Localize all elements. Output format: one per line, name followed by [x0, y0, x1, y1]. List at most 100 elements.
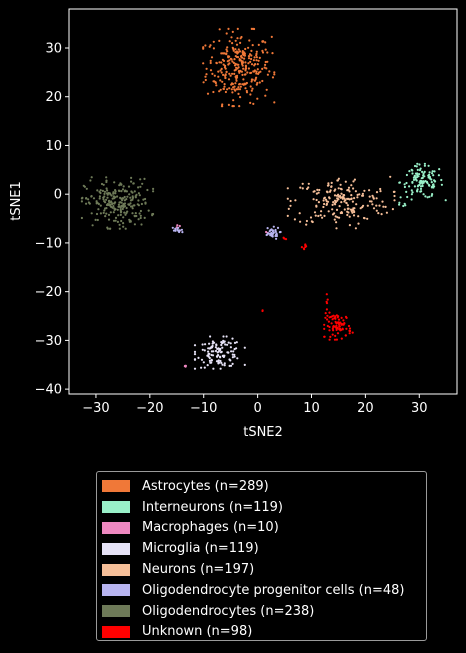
x-tick-label: 20	[357, 401, 374, 416]
y-tick-label: 30	[45, 41, 62, 56]
data-point	[444, 199, 447, 202]
data-point	[222, 354, 225, 357]
y-tick-label: −20	[35, 285, 62, 300]
data-point	[244, 67, 248, 70]
x-tick-label: −30	[82, 401, 109, 416]
data-point	[233, 355, 236, 358]
data-point	[202, 46, 205, 49]
data-point	[119, 206, 122, 209]
data-point	[253, 27, 256, 31]
data-point	[420, 177, 423, 180]
scatter-points	[80, 27, 447, 370]
data-point	[432, 174, 435, 177]
data-point	[109, 227, 112, 230]
data-point	[133, 223, 136, 226]
data-point	[214, 346, 217, 349]
data-point	[247, 55, 251, 58]
data-point	[212, 47, 215, 50]
data-point	[184, 364, 187, 367]
data-point	[339, 187, 342, 190]
data-point	[219, 69, 222, 72]
data-point	[227, 341, 230, 344]
data-point	[123, 211, 126, 214]
data-point	[255, 70, 258, 73]
data-point	[274, 230, 277, 233]
x-tick-label: −10	[190, 401, 217, 416]
series-5-points	[171, 225, 282, 240]
data-point	[238, 50, 242, 53]
data-point	[112, 219, 116, 222]
data-point	[208, 342, 211, 345]
data-point	[335, 326, 338, 329]
data-point	[130, 176, 133, 179]
data-point	[227, 63, 230, 66]
data-point	[103, 190, 107, 193]
data-point	[361, 194, 365, 197]
data-point	[338, 205, 341, 208]
data-point	[98, 197, 101, 200]
data-point	[206, 364, 209, 367]
data-point	[113, 207, 116, 210]
legend-swatch	[102, 563, 130, 576]
data-point	[403, 185, 406, 189]
data-point	[247, 67, 250, 70]
data-point	[205, 73, 208, 76]
data-point	[237, 48, 240, 51]
data-point	[197, 356, 200, 359]
data-point	[255, 76, 258, 79]
data-point	[427, 183, 431, 187]
data-point	[224, 74, 227, 77]
data-point	[293, 218, 296, 221]
data-point	[204, 78, 207, 82]
data-point	[116, 208, 119, 211]
data-point	[286, 214, 289, 217]
data-point	[408, 170, 411, 173]
data-point	[226, 60, 229, 63]
x-axis-ticks: −30 −20 −10 0 10 20 30	[82, 394, 428, 416]
data-point	[181, 231, 184, 234]
data-point	[131, 198, 134, 201]
data-point	[331, 333, 334, 336]
data-point	[221, 363, 224, 366]
data-point	[107, 191, 110, 195]
data-point	[122, 185, 125, 188]
data-point	[82, 184, 85, 187]
data-point	[122, 222, 125, 225]
data-point	[243, 51, 246, 54]
data-point	[243, 57, 246, 60]
legend-swatch	[102, 521, 130, 534]
data-point	[413, 185, 416, 188]
data-point	[327, 182, 330, 185]
data-point	[393, 194, 396, 198]
data-point	[276, 226, 280, 229]
data-point	[122, 216, 125, 219]
data-point	[271, 52, 274, 55]
data-point	[131, 207, 134, 210]
data-point	[440, 178, 443, 182]
data-point	[261, 79, 264, 83]
data-point	[258, 81, 261, 84]
data-point	[231, 72, 234, 75]
data-point	[419, 182, 422, 185]
data-point	[342, 194, 345, 197]
data-point	[328, 325, 331, 329]
data-point	[221, 105, 224, 108]
data-point	[178, 229, 181, 232]
data-point	[275, 233, 278, 236]
data-point	[124, 213, 127, 216]
data-point	[232, 61, 235, 64]
data-point	[340, 211, 344, 215]
data-point	[218, 90, 221, 93]
data-point	[299, 220, 302, 223]
data-point	[239, 85, 242, 88]
data-point	[350, 184, 353, 187]
data-point	[346, 189, 349, 192]
data-point	[228, 55, 231, 58]
data-point	[227, 78, 231, 81]
data-point	[259, 70, 262, 73]
data-point	[209, 59, 212, 63]
data-point	[141, 182, 144, 185]
data-point	[413, 174, 416, 177]
data-point	[217, 70, 220, 73]
x-tick-label: 10	[303, 401, 320, 416]
